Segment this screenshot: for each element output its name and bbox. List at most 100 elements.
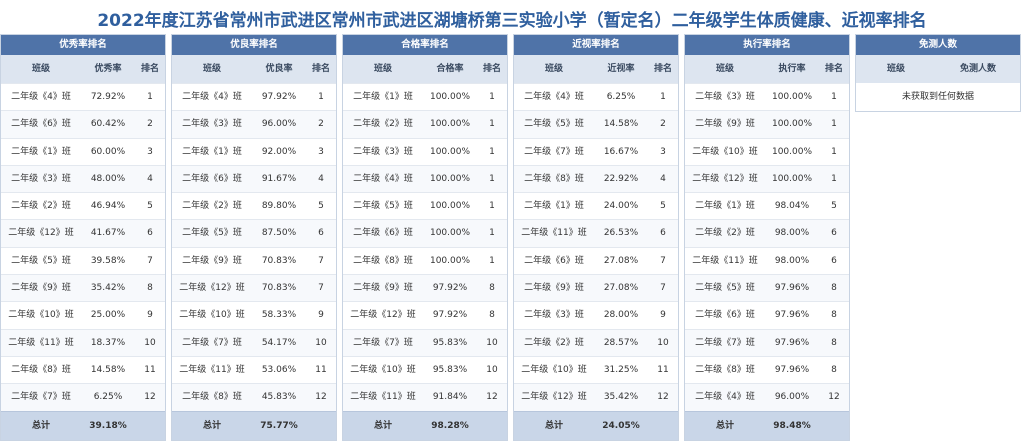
table-row[interactable]: 二年级《3》班 28.00% 9 bbox=[514, 301, 678, 328]
table-row[interactable]: 二年级《12》班 100.00% 1 bbox=[685, 164, 849, 193]
table-row[interactable]: 二年级《4》班 97.92% 1 bbox=[172, 83, 336, 110]
table-row[interactable]: 二年级《7》班 16.67% 3 bbox=[514, 137, 678, 165]
table-row[interactable]: 二年级《4》班 96.00% 12 bbox=[685, 383, 849, 411]
table-row[interactable]: 二年级《8》班 97.96% 8 bbox=[685, 355, 849, 383]
table-row[interactable]: 二年级《9》班 27.08% 7 bbox=[514, 274, 678, 302]
table-row[interactable]: 二年级《2》班 100.00% 1 bbox=[343, 110, 507, 138]
table-row[interactable]: 二年级《9》班 100.00% 1 bbox=[685, 110, 849, 138]
column-header[interactable]: 排名 bbox=[140, 64, 159, 74]
table-row[interactable]: 二年级《1》班 92.00% 3 bbox=[172, 137, 336, 165]
column-header[interactable]: 排名 bbox=[482, 64, 501, 74]
class-name-cell: 二年级《1》班 bbox=[524, 201, 584, 212]
table-row[interactable]: 二年级《4》班 100.00% 1 bbox=[343, 164, 507, 193]
column-header-row: 班级 免测人数 bbox=[856, 55, 1020, 83]
column-header[interactable]: 排名 bbox=[311, 64, 330, 74]
column-header[interactable]: 班级 bbox=[886, 64, 905, 74]
rank-cell: 7 bbox=[660, 255, 666, 266]
table-row[interactable]: 二年级《12》班 41.67% 6 bbox=[1, 219, 165, 247]
table-row[interactable]: 二年级《7》班 95.83% 10 bbox=[343, 328, 507, 356]
table-row[interactable]: 二年级《5》班 97.96% 8 bbox=[685, 274, 849, 302]
column-header[interactable]: 班级 bbox=[373, 64, 392, 74]
table-row[interactable]: 二年级《5》班 39.58% 7 bbox=[1, 246, 165, 274]
table-row[interactable]: 二年级《11》班 26.53% 6 bbox=[514, 219, 678, 247]
column-header[interactable]: 班级 bbox=[715, 64, 734, 74]
rate-cell: 25.00% bbox=[90, 310, 126, 321]
table-row[interactable]: 二年级《3》班 48.00% 4 bbox=[1, 164, 165, 193]
total-value: 39.18% bbox=[89, 420, 127, 431]
rank-cell: 10 bbox=[657, 337, 669, 348]
column-header[interactable]: 班级 bbox=[544, 64, 563, 74]
column-header[interactable]: 班级 bbox=[202, 64, 221, 74]
table-row[interactable]: 二年级《1》班 100.00% 1 bbox=[343, 83, 507, 110]
table-row[interactable]: 二年级《8》班 22.92% 4 bbox=[514, 164, 678, 193]
table-row[interactable]: 二年级《3》班 100.00% 1 bbox=[685, 83, 849, 110]
total-row: 总计 24.05% bbox=[514, 410, 678, 440]
table-row[interactable]: 二年级《9》班 35.42% 8 bbox=[1, 274, 165, 302]
column-header[interactable]: 排名 bbox=[824, 64, 843, 74]
table-row[interactable]: 二年级《7》班 6.25% 12 bbox=[1, 383, 165, 411]
rank-cell: 8 bbox=[489, 283, 495, 294]
table-row[interactable]: 二年级《6》班 100.00% 1 bbox=[343, 219, 507, 247]
table-row[interactable]: 二年级《10》班 95.83% 10 bbox=[343, 355, 507, 383]
table-row[interactable]: 二年级《9》班 97.92% 8 bbox=[343, 274, 507, 302]
class-name-cell: 二年级《10》班 bbox=[692, 146, 758, 157]
table-row[interactable]: 二年级《7》班 54.17% 10 bbox=[172, 328, 336, 356]
rank-cell: 12 bbox=[828, 392, 840, 403]
column-header[interactable]: 执行率 bbox=[778, 64, 806, 74]
table-row[interactable]: 二年级《1》班 24.00% 5 bbox=[514, 192, 678, 219]
table-row[interactable]: 二年级《1》班 98.04% 5 bbox=[685, 192, 849, 219]
column-header[interactable]: 免测人数 bbox=[959, 64, 996, 74]
rank-cell: 1 bbox=[318, 92, 324, 102]
table-row[interactable]: 二年级《3》班 96.00% 2 bbox=[172, 110, 336, 138]
rate-cell: 91.84% bbox=[432, 392, 468, 403]
table-row[interactable]: 二年级《5》班 14.58% 2 bbox=[514, 110, 678, 138]
rank-cell: 7 bbox=[660, 283, 666, 294]
column-header[interactable]: 合格率 bbox=[436, 64, 464, 74]
table-row[interactable]: 二年级《4》班 6.25% 1 bbox=[514, 83, 678, 110]
table-row[interactable]: 二年级《10》班 58.33% 9 bbox=[172, 301, 336, 328]
table-row[interactable]: 二年级《10》班 100.00% 1 bbox=[685, 137, 849, 165]
rank-cell: 6 bbox=[831, 228, 837, 239]
table-row[interactable]: 二年级《6》班 60.42% 2 bbox=[1, 110, 165, 138]
rank-cell: 11 bbox=[315, 364, 327, 375]
class-name-cell: 二年级《10》班 bbox=[8, 310, 74, 321]
table-row[interactable]: 二年级《2》班 98.00% 6 bbox=[685, 219, 849, 247]
table-row[interactable]: 二年级《6》班 27.08% 7 bbox=[514, 246, 678, 274]
table-row[interactable]: 二年级《12》班 97.92% 8 bbox=[343, 301, 507, 328]
table-row[interactable]: 二年级《11》班 91.84% 12 bbox=[343, 383, 507, 411]
rate-cell: 45.83% bbox=[261, 392, 297, 403]
table-row[interactable]: 二年级《11》班 18.37% 10 bbox=[1, 328, 165, 356]
table-row[interactable]: 二年级《5》班 100.00% 1 bbox=[343, 192, 507, 219]
table-row[interactable]: 二年级《12》班 35.42% 12 bbox=[514, 383, 678, 411]
table-row[interactable]: 二年级《1》班 60.00% 3 bbox=[1, 137, 165, 165]
total-rank-empty bbox=[135, 412, 165, 440]
column-header[interactable]: 排名 bbox=[653, 64, 672, 74]
table-row[interactable]: 二年级《12》班 70.83% 7 bbox=[172, 274, 336, 302]
table-row[interactable]: 二年级《6》班 97.96% 8 bbox=[685, 301, 849, 328]
table-row[interactable]: 二年级《2》班 89.80% 5 bbox=[172, 192, 336, 219]
table-row[interactable]: 二年级《11》班 53.06% 11 bbox=[172, 355, 336, 383]
table-row[interactable]: 二年级《10》班 31.25% 11 bbox=[514, 355, 678, 383]
table-row[interactable]: 二年级《10》班 25.00% 9 bbox=[1, 301, 165, 328]
rate-cell: 89.80% bbox=[261, 201, 297, 212]
total-value: 75.77% bbox=[260, 420, 298, 431]
table-row[interactable]: 二年级《8》班 14.58% 11 bbox=[1, 355, 165, 383]
column-header[interactable]: 优良率 bbox=[265, 64, 293, 74]
column-header[interactable]: 近视率 bbox=[607, 64, 635, 74]
column-header-row: 班级 执行率 排名 bbox=[685, 55, 849, 83]
table-row[interactable]: 二年级《9》班 70.83% 7 bbox=[172, 246, 336, 274]
table-row[interactable]: 二年级《2》班 28.57% 10 bbox=[514, 328, 678, 356]
table-row[interactable]: 二年级《8》班 100.00% 1 bbox=[343, 246, 507, 274]
rate-cell: 27.08% bbox=[603, 283, 639, 294]
table-row[interactable]: 二年级《4》班 72.92% 1 bbox=[1, 83, 165, 110]
rate-cell: 27.08% bbox=[603, 255, 639, 266]
table-row[interactable]: 二年级《11》班 98.00% 6 bbox=[685, 246, 849, 274]
column-header[interactable]: 班级 bbox=[31, 64, 50, 74]
table-row[interactable]: 二年级《5》班 87.50% 6 bbox=[172, 219, 336, 247]
table-row[interactable]: 二年级《2》班 46.94% 5 bbox=[1, 192, 165, 219]
table-row[interactable]: 二年级《7》班 97.96% 8 bbox=[685, 328, 849, 356]
table-row[interactable]: 二年级《6》班 91.67% 4 bbox=[172, 164, 336, 193]
column-header[interactable]: 优秀率 bbox=[94, 64, 122, 74]
table-row[interactable]: 二年级《8》班 45.83% 12 bbox=[172, 383, 336, 411]
table-row[interactable]: 二年级《3》班 100.00% 1 bbox=[343, 137, 507, 165]
